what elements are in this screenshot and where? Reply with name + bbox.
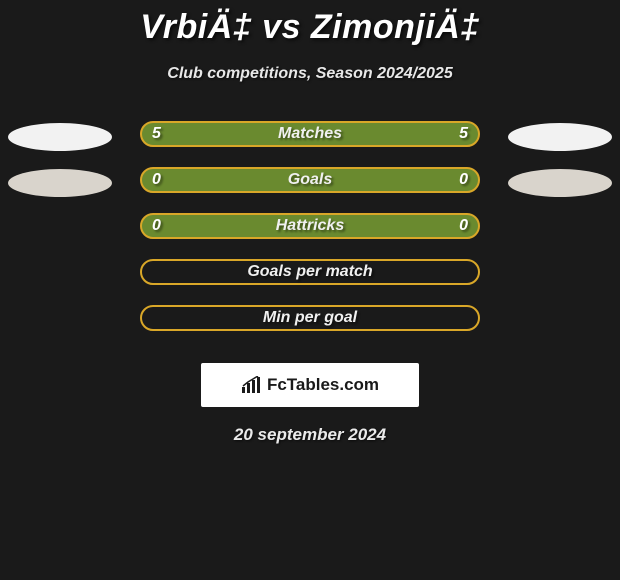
stat-row: Min per goal — [0, 305, 620, 351]
stat-left-value: 0 — [152, 171, 161, 189]
right-ellipse — [508, 123, 612, 151]
stat-right-value: 5 — [459, 125, 468, 143]
logo: FcTables.com — [241, 375, 379, 395]
left-ellipse — [8, 169, 112, 197]
stat-pill: 0 Goals 0 — [140, 167, 480, 193]
stat-left-value: 5 — [152, 125, 161, 143]
stat-label: Hattricks — [276, 217, 344, 235]
stat-label: Goals — [288, 171, 332, 189]
stat-pill: 0 Hattricks 0 — [140, 213, 480, 239]
stat-pill: Goals per match — [140, 259, 480, 285]
subtitle: Club competitions, Season 2024/2025 — [0, 65, 620, 83]
stat-row: 5 Matches 5 — [0, 121, 620, 167]
date-label: 20 september 2024 — [0, 425, 620, 445]
page-title: VrbiÄ‡ vs ZimonjiÄ‡ — [0, 0, 620, 47]
bars-icon — [241, 376, 263, 394]
right-ellipse — [508, 169, 612, 197]
logo-text: FcTables.com — [267, 375, 379, 395]
stat-row: 0 Hattricks 0 — [0, 213, 620, 259]
stat-pill: Min per goal — [140, 305, 480, 331]
stat-label: Min per goal — [263, 309, 357, 327]
stats-container: 5 Matches 5 0 Goals 0 0 Hattricks 0 Goal… — [0, 121, 620, 351]
stat-left-value: 0 — [152, 217, 161, 235]
stat-row: Goals per match — [0, 259, 620, 305]
stat-row: 0 Goals 0 — [0, 167, 620, 213]
left-ellipse — [8, 123, 112, 151]
stat-right-value: 0 — [459, 171, 468, 189]
stat-label: Goals per match — [247, 263, 372, 281]
logo-box: FcTables.com — [201, 363, 419, 407]
stat-label: Matches — [278, 125, 342, 143]
stat-right-value: 0 — [459, 217, 468, 235]
stat-pill: 5 Matches 5 — [140, 121, 480, 147]
